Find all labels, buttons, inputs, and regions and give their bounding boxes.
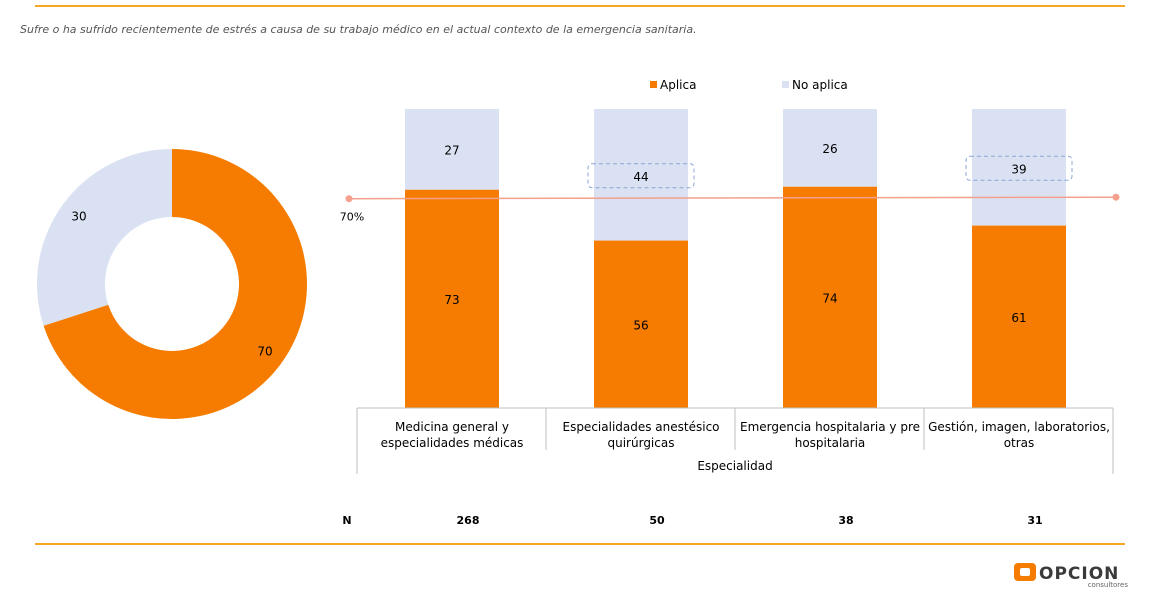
bar-no-aplica: [972, 109, 1066, 226]
n-row-label: N: [342, 514, 351, 527]
n-value: 50: [649, 514, 665, 527]
top-rule: [35, 5, 1125, 7]
data-label-callout: [587, 163, 695, 189]
donut-slice-no-aplica: [36, 149, 173, 326]
donut-slice-aplica: [43, 149, 308, 420]
bottom-rule: [35, 543, 1125, 545]
donut-label: 30: [71, 209, 86, 223]
n-value: 268: [457, 514, 480, 527]
x-axis-title: Especialidad: [697, 459, 772, 473]
category-label: otras: [1004, 436, 1035, 450]
chart-subtitle: Sufre o ha sufrido recientemente de estr…: [20, 23, 697, 36]
bar-no-aplica: [405, 109, 499, 190]
n-value: 31: [1027, 514, 1042, 527]
bar-aplica: [972, 225, 1066, 408]
category-label: hospitalaria: [795, 436, 866, 450]
n-value: 38: [838, 514, 853, 527]
category-label: Medicina general y: [395, 420, 509, 434]
bar-aplica: [783, 186, 877, 408]
data-label-aplica: 74: [822, 291, 837, 305]
bar-no-aplica: [783, 109, 877, 187]
reference-line-label: 70%: [340, 211, 364, 224]
data-label-callout: [965, 155, 1073, 181]
logo-mark: OPCION consultores: [1014, 563, 1129, 589]
bar-no-aplica: [594, 109, 688, 241]
reference-line-marker: [1112, 193, 1120, 201]
logo-text: OPCION: [1039, 564, 1119, 584]
opcion-logo: OPCION consultores: [1012, 560, 1132, 594]
bar-aplica: [405, 189, 499, 408]
data-label-no-aplica: 39: [1011, 162, 1026, 176]
data-label-aplica: 56: [633, 318, 648, 332]
reference-line: [348, 196, 1117, 200]
category-label: Gestión, imagen, laboratorios,: [928, 420, 1110, 434]
data-label-aplica: 73: [444, 293, 459, 307]
category-label: especialidades médicas: [381, 436, 524, 450]
legend-label: No aplica: [792, 78, 848, 92]
legend-swatch-aplica: [650, 81, 657, 88]
category-label: Emergencia hospitalaria y pre: [740, 420, 920, 434]
category-label: quirúrgicas: [608, 436, 675, 450]
reference-line-marker: [345, 195, 353, 203]
legend-swatch-no-aplica: [782, 81, 789, 88]
bar-aplica: [594, 240, 688, 408]
donut-label: 70: [257, 345, 272, 359]
legend-label: Aplica: [660, 78, 696, 92]
logo-subtext: consultores: [1088, 581, 1129, 589]
data-label-no-aplica: 26: [822, 142, 837, 156]
data-label-aplica: 61: [1011, 311, 1026, 325]
data-label-no-aplica: 44: [633, 170, 648, 184]
data-label-no-aplica: 27: [444, 143, 459, 157]
category-label: Especialidades anestésico: [562, 420, 719, 434]
